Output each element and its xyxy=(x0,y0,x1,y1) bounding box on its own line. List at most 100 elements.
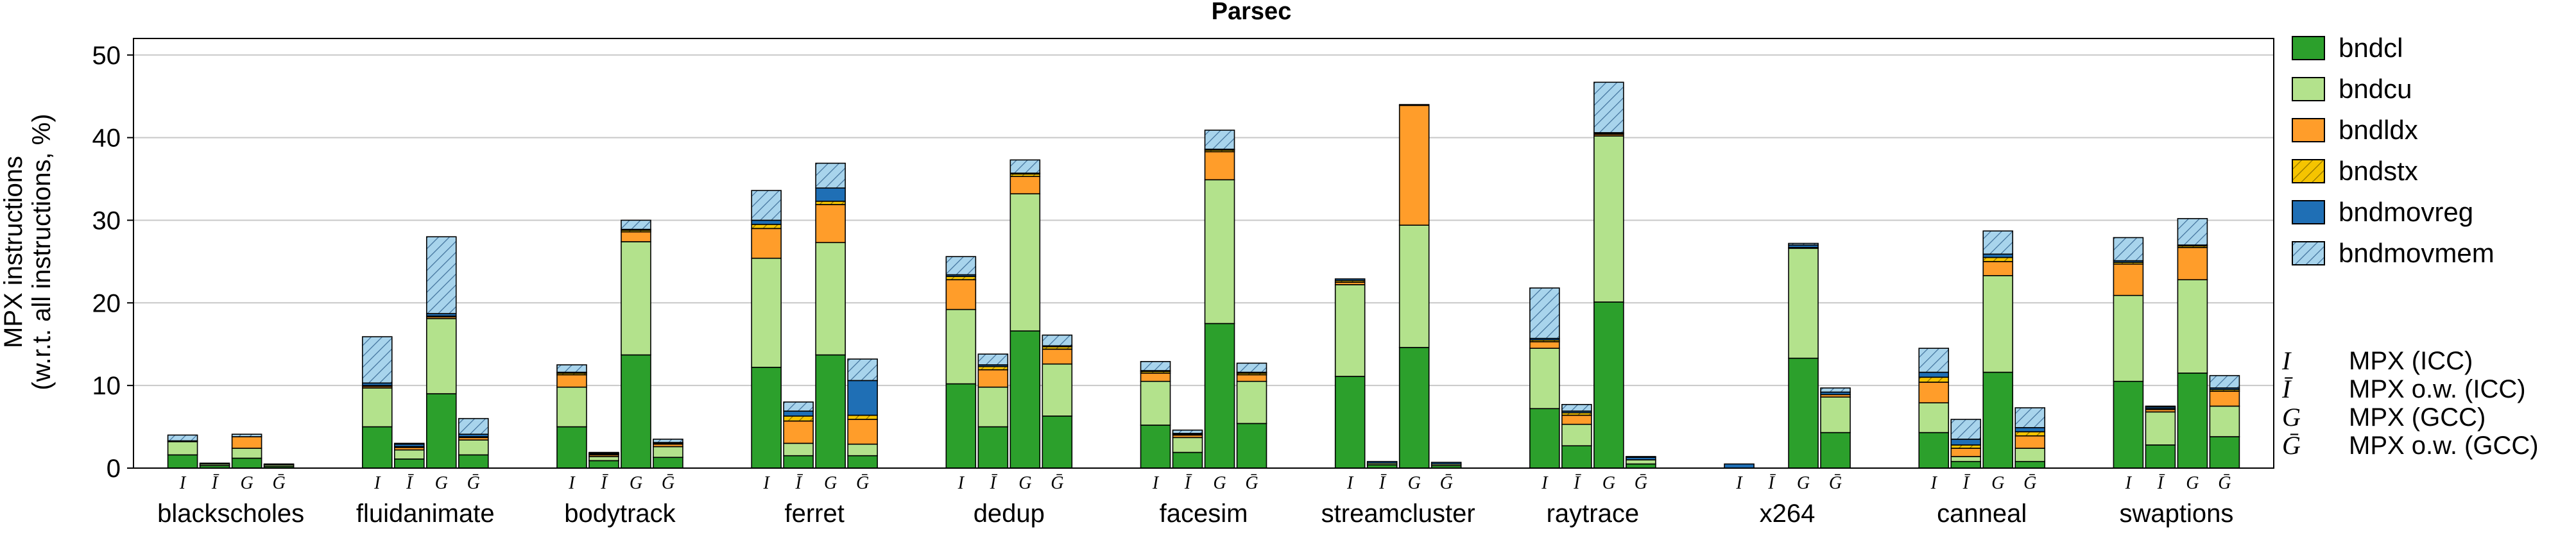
bar-segment-bndmovmem xyxy=(1172,429,1203,434)
bar-segment-bndmovmem xyxy=(2209,374,2240,389)
category-label: dedup xyxy=(974,500,1045,528)
bar-segment-bndmovmem xyxy=(2145,405,2176,408)
bar-symbol-label: Ī xyxy=(1378,473,1387,493)
bar-symbol-label: Ī xyxy=(1573,473,1581,493)
bar-segment-bndcl xyxy=(231,457,262,469)
bar-symbol-label: Ḡ xyxy=(1635,473,1647,493)
bar-segment-bndmovmem xyxy=(393,442,425,445)
bar-segment-bndcl xyxy=(2014,460,2046,469)
bar-segment-bndldx xyxy=(1950,448,1982,457)
bar-group-facesim xyxy=(1140,130,1267,469)
bar-segment-bndcl xyxy=(1204,323,1235,469)
bar-symbol-label: G xyxy=(1213,473,1226,493)
gridlines xyxy=(133,54,2274,387)
bar-group-blackscholes xyxy=(167,433,295,469)
bar-segment-bndcu xyxy=(1950,456,1982,462)
bar-segment-bndcu xyxy=(393,449,425,460)
symbol-legend-item: Ī MPX o.w. (ICC) xyxy=(2281,374,2526,403)
bar-segment-bndcu xyxy=(588,456,619,462)
bar-segment-bndcu xyxy=(1918,402,1950,433)
bar-segment-bndcl xyxy=(1918,432,1950,469)
bar-symbol-label: Ḡ xyxy=(467,473,480,493)
symbol-legend-text: MPX o.w. (ICC) xyxy=(2349,375,2526,403)
bar-segment-bndmovmem xyxy=(1140,360,1171,371)
bar-segment-bndldx xyxy=(1918,382,1950,404)
bar-segment-bndcl xyxy=(1593,301,1624,469)
bar-group-canneal xyxy=(1918,230,2046,469)
category-label: bodytrack xyxy=(564,500,676,528)
bar-group-streamcluster xyxy=(1334,104,1462,469)
bar-group-bodytrack xyxy=(556,219,683,469)
bar-segment-bndmovreg xyxy=(1334,278,1366,282)
bar-symbol-label: Ḡ xyxy=(1051,473,1063,493)
bar-segment-bndcu xyxy=(231,448,262,459)
bar-symbol-label: Ī xyxy=(600,473,608,493)
bar-symbol-label: I xyxy=(1152,473,1160,493)
legend-label: bndcl xyxy=(2339,33,2403,63)
bar-segment-bndcu xyxy=(1561,423,1592,447)
bar-group-fluidanimate xyxy=(361,236,489,469)
bar-symbol-label: Ī xyxy=(2157,473,2165,493)
bar-symbol-label: I xyxy=(957,473,965,493)
bar-symbol-label: I xyxy=(1541,473,1549,493)
bar-symbol-label: Ī xyxy=(1767,473,1776,493)
bar-segment-bndcu xyxy=(556,386,587,428)
bar-segment-bndcu xyxy=(1334,284,1366,377)
bar-segment-bndcu xyxy=(751,257,782,368)
bar-segment-bndcu xyxy=(945,308,977,385)
bar-segment-bndldx xyxy=(1561,414,1592,425)
bar-segment-bndmovmem xyxy=(556,364,587,373)
legend-item-bndcu: bndcu xyxy=(2292,74,2412,104)
bar-segment-bndcu xyxy=(1398,224,1430,348)
bar-segment-bndmovmem xyxy=(1204,130,1235,150)
bar-segment-bndcl xyxy=(2113,380,2144,469)
bar-symbol-label: G xyxy=(240,473,253,493)
bar-segment-bndcu xyxy=(1626,459,1656,465)
bar-segment-bndcl xyxy=(847,455,878,469)
bar-segment-bndmovmem xyxy=(1593,81,1624,133)
bar-symbol-label: I xyxy=(1930,473,1938,493)
bar-segment-bndcu xyxy=(847,443,878,457)
bar-segment-bndstx xyxy=(783,416,814,422)
legend-swatch xyxy=(2292,118,2325,142)
bar-group-x264 xyxy=(1724,242,1851,469)
bar-segment-bndcu xyxy=(1236,380,1267,425)
bar-symbol-legend: I MPX (ICC) Ī MPX o.w. (ICC) G MPX (GCC) Ḡ MPX … xyxy=(2281,346,2539,460)
symbol-legend-text: MPX o.w. (GCC) xyxy=(2349,432,2539,460)
bar-segment-bndcl xyxy=(2145,444,2176,469)
bar-segment-bndmovreg xyxy=(815,187,846,202)
legend-swatch xyxy=(2292,159,2325,183)
bar-segment-bndstx xyxy=(751,224,782,230)
bar-segment-bndmovmem xyxy=(361,336,393,384)
bar-segment-bndldx xyxy=(1042,348,1073,365)
bar-segment-bndcl xyxy=(653,457,683,469)
bar-segment-bndcl xyxy=(1950,460,1982,469)
bar-segment-bndcu xyxy=(2014,448,2046,462)
bar-segment-bndmovmem xyxy=(1561,403,1592,412)
bar-segment-bndstx xyxy=(2014,431,2046,437)
bar-segment-bndmovreg xyxy=(847,380,878,416)
bar-segment-bndcu xyxy=(425,317,457,394)
legend-swatch xyxy=(2292,36,2325,60)
bar-segment-bndmovreg xyxy=(783,410,814,417)
bar-segment-bndmovreg xyxy=(1366,460,1398,464)
legend-label: bndmovreg xyxy=(2339,197,2473,227)
symbol-legend-text: MPX (GCC) xyxy=(2349,403,2486,432)
symbol-legend-item: G MPX (GCC) xyxy=(2282,403,2486,432)
bar-segment-bndcu xyxy=(2177,279,2208,374)
bar-symbol-label: Ḡ xyxy=(2218,473,2231,493)
bar-segment-bndcl xyxy=(815,354,846,469)
bar-symbol-label: Ī xyxy=(1962,473,1971,493)
bar-symbol-label: Ḡ xyxy=(272,473,285,493)
bar-symbol-label: Ḡ xyxy=(1245,473,1258,493)
bar-group-raytrace xyxy=(1529,81,1656,469)
bar-symbol-label: G xyxy=(824,473,837,493)
bar-segment-bndldx xyxy=(783,420,814,444)
legend-label: bndcu xyxy=(2339,74,2412,104)
bar-segment-bndmovmem xyxy=(2177,218,2208,246)
bar-segment-bndmovmem xyxy=(1982,230,2014,255)
symbol-legend-symbol: G xyxy=(2282,403,2301,432)
bar-segment-bndmovmem xyxy=(815,162,846,189)
